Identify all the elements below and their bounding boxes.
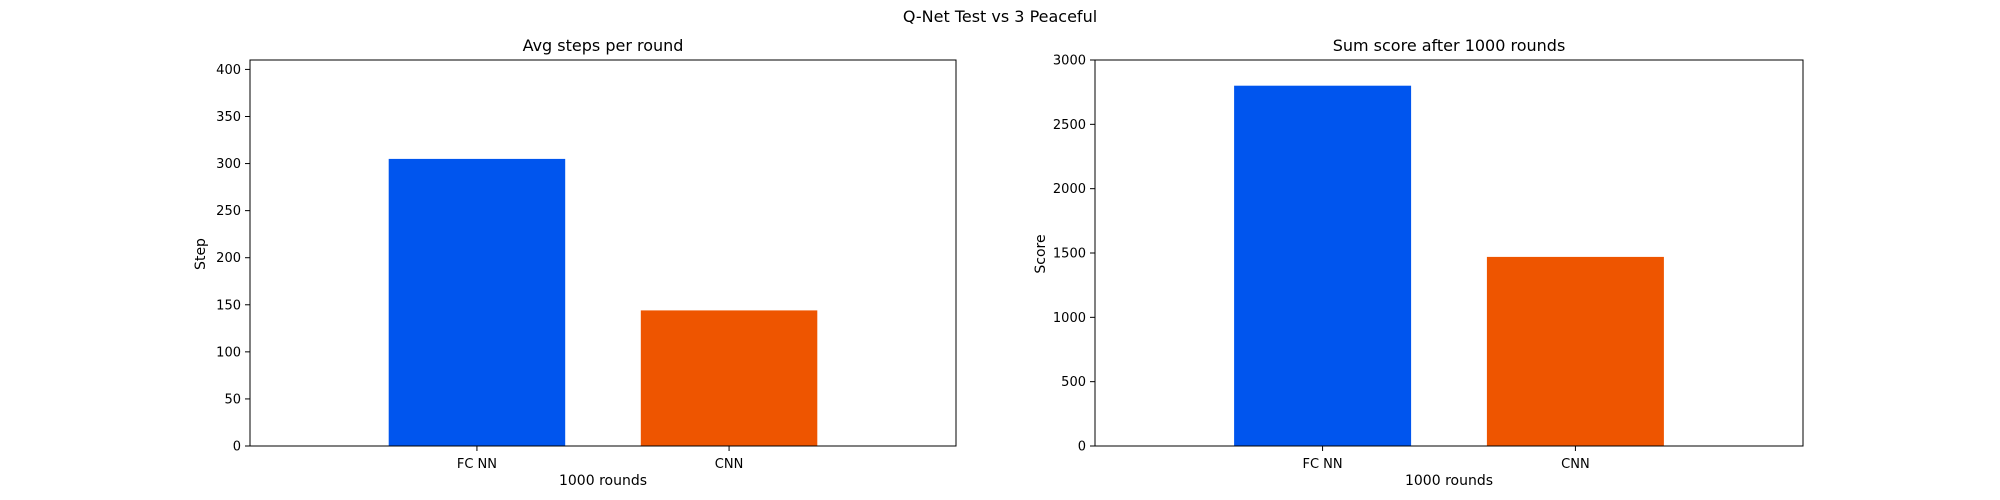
x-tick-label: FC NN [1303, 457, 1343, 472]
x-axis-label: 1000 rounds [1405, 473, 1493, 489]
x-tick-label: CNN [1561, 457, 1590, 472]
bars [388, 158, 818, 446]
y-tick-label: 1500 [1053, 247, 1086, 262]
plot-title: Sum score after 1000 rounds [1333, 36, 1566, 55]
y-tick-label: 400 [216, 63, 241, 78]
x-ticks: FC NN CNN [1303, 446, 1590, 472]
x-ticks: FC NN CNN [457, 446, 743, 472]
bar-cnn [640, 310, 818, 446]
y-tick-label: 2000 [1053, 182, 1086, 197]
plot-avg-steps: Avg steps per round Step 1000 rounds 0 50… [193, 36, 957, 489]
y-tick-label: 150 [216, 298, 241, 313]
plot-title: Avg steps per round [523, 36, 684, 55]
y-ticks: 0 500 1000 1500 2000 2500 3000 [1053, 54, 1095, 455]
x-axis-label: 1000 rounds [559, 473, 647, 489]
y-tick-label: 1000 [1053, 311, 1086, 326]
x-tick-label: FC NN [457, 457, 497, 472]
y-tick-label: 0 [1078, 440, 1086, 455]
x-tick-label: CNN [715, 457, 744, 472]
y-tick-label: 50 [224, 392, 241, 407]
y-tick-label: 3000 [1053, 54, 1086, 69]
y-axis-label: Score [1033, 234, 1049, 273]
bar-cnn [1486, 256, 1664, 446]
plot-sum-score: Sum score after 1000 rounds Score 1000 r… [1033, 36, 1804, 489]
y-tick-label: 500 [1061, 375, 1086, 390]
y-axis-label: Step [193, 238, 209, 270]
y-tick-label: 200 [216, 251, 241, 266]
y-tick-label: 350 [216, 110, 241, 125]
y-ticks: 0 50 100 150 200 250 300 350 400 [216, 63, 250, 455]
y-tick-label: 250 [216, 204, 241, 219]
axes-frame [249, 59, 957, 447]
bars [1234, 85, 1664, 446]
bar-fc-nn [388, 158, 566, 446]
y-tick-label: 2500 [1053, 118, 1086, 133]
y-tick-label: 300 [216, 157, 241, 172]
figure-title: Q-Net Test vs 3 Peaceful [903, 7, 1097, 26]
bar-fc-nn [1234, 85, 1412, 446]
y-tick-label: 100 [216, 345, 241, 360]
axes-frame [1094, 59, 1804, 447]
y-tick-label: 0 [233, 440, 241, 455]
